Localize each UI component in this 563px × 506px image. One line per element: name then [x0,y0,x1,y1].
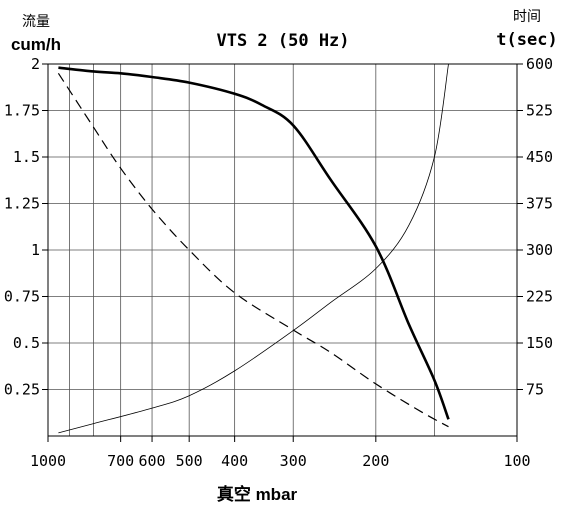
x-axis-label: 真空 mbar [217,484,298,504]
time-curve-line [58,63,449,434]
left-y-tick-label: 1.25 [4,195,40,213]
dashed-curve-line [57,72,449,428]
x-tick-label: 700 [107,452,134,470]
left-axis-unit: cum/h [11,35,61,54]
x-tick-label: 400 [221,452,248,470]
right-y-tick-label: 375 [526,195,553,213]
right-axis-unit: t(sec) [496,30,557,50]
left-y-tick-label: 2 [31,55,40,73]
left-y-tick-label: 0.25 [4,381,40,399]
right-axis-label-cn: 时间 [513,8,541,24]
left-axis-label-cn: 流量 [22,13,50,29]
right-y-tick-label: 225 [526,288,553,306]
x-tick-label: 300 [280,452,307,470]
right-y-tick-label: 75 [526,381,544,399]
right-y-tick-label: 150 [526,334,553,352]
series-lines [57,63,450,434]
x-tick-label: 200 [362,452,389,470]
x-tick-label: 600 [139,452,166,470]
flow-curve-line [58,66,450,420]
right-y-tick-label: 450 [526,148,553,166]
x-tick-label: 100 [503,452,530,470]
chart-title: VTS 2 (50 Hz) [216,31,349,51]
right-y-tick-label: 300 [526,241,553,259]
x-tick-label: 500 [176,452,203,470]
x-axis-ticks: 1000 700 600 500 400 300 200 100 [30,436,531,470]
left-y-axis-ticks: 0.25 0.5 0.75 1 1.25 1.5 1.75 2 [4,55,48,399]
grid-lines [47,63,518,436]
left-y-tick-label: 1.75 [4,102,40,120]
left-y-tick-label: 0.75 [4,288,40,306]
left-y-tick-label: 0.5 [13,334,40,352]
right-y-axis-ticks: 75 150 225 300 375 450 525 600 [517,55,553,399]
x-tick-label: 1000 [30,452,66,470]
right-y-tick-label: 600 [526,55,553,73]
left-y-tick-label: 1.5 [13,148,40,166]
right-y-tick-label: 525 [526,102,553,120]
left-y-tick-label: 1 [31,241,40,259]
